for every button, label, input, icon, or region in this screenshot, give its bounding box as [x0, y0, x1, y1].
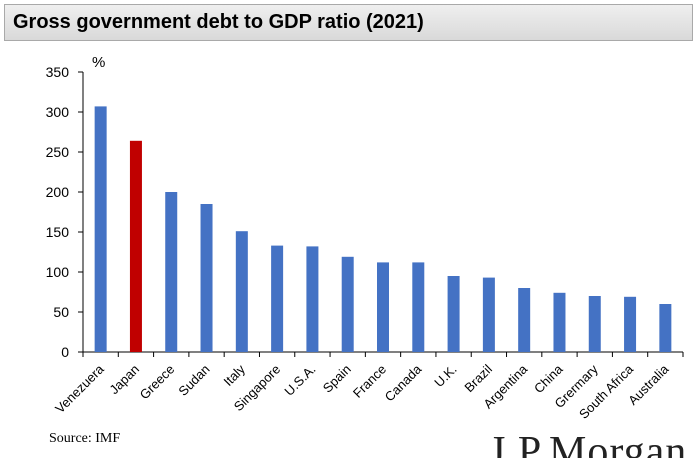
x-tick-label: U.S.A. — [281, 362, 318, 399]
bar-u-s-a- — [306, 246, 319, 352]
x-tick-label: Canada — [382, 361, 425, 404]
x-tick-label: Greece — [137, 362, 178, 403]
title-bar: Gross government debt to GDP ratio (2021… — [4, 4, 693, 41]
bar-argentina — [518, 288, 531, 352]
x-tick-label: Italy — [220, 361, 248, 389]
y-tick-label: 300 — [46, 104, 70, 120]
y-tick-label: 150 — [46, 224, 70, 240]
chart-title: Gross government debt to GDP ratio (2021… — [13, 11, 424, 33]
bar-brazil — [482, 277, 495, 352]
y-tick-label: 200 — [46, 184, 70, 200]
bar-singapore — [271, 245, 284, 352]
logo-text: J.P.Morgan — [489, 431, 688, 458]
y-tick-label: 250 — [46, 144, 70, 160]
bar-japan — [129, 140, 142, 352]
y-tick-label: 100 — [46, 264, 70, 280]
y-tick-label: 50 — [53, 304, 69, 320]
bar-france — [377, 262, 389, 352]
bar-italy — [235, 231, 248, 352]
bar-canada — [412, 262, 425, 352]
source-note: Source: IMF — [49, 431, 121, 446]
x-tick-label: Sudan — [175, 362, 212, 399]
bar-venezuera — [94, 106, 107, 353]
y-tick-label: 0 — [61, 344, 69, 360]
x-tick-label: Spain — [320, 362, 354, 396]
x-tick-label: Venezuera — [52, 361, 107, 416]
bar-spain — [341, 256, 354, 352]
x-tick-label: U.K. — [431, 362, 459, 390]
y-axis-label: % — [92, 54, 105, 71]
bar-sudan — [200, 204, 213, 352]
bar-australia — [659, 304, 672, 352]
x-tick-label: Australia — [625, 361, 672, 408]
bar-grermary — [588, 296, 601, 352]
bar-u-k- — [447, 276, 460, 352]
jpmorgan-logo: J.P.Morgan — [489, 431, 697, 458]
bar-greece — [165, 192, 178, 352]
bar-china — [553, 292, 566, 352]
bar-south-africa — [624, 296, 637, 352]
y-tick-label: 350 — [46, 64, 70, 80]
